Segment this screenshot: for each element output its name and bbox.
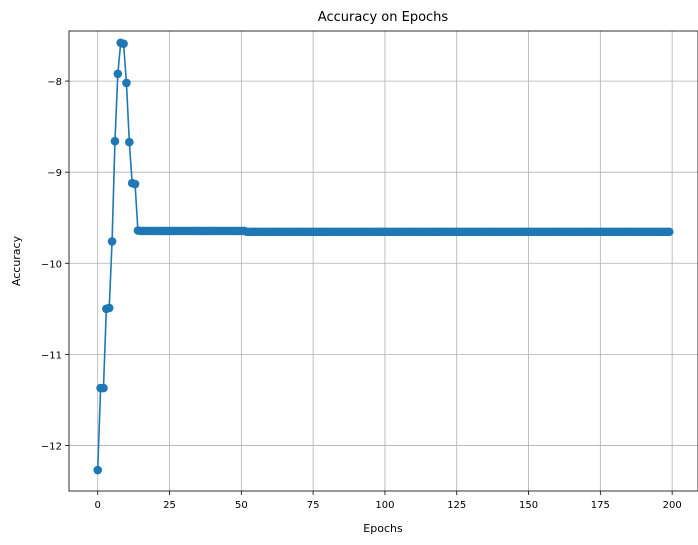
x-tick-label: 25 [163,500,176,511]
x-tick-label: 0 [95,500,101,511]
x-tick-label: 125 [447,500,466,511]
y-tick-label: −12 [41,441,62,452]
x-tick-label: 100 [375,500,394,511]
data-point-marker [113,69,123,79]
data-point-marker [107,237,117,246]
data-point-marker [93,465,103,475]
data-point-marker [110,136,120,146]
grid-layer [69,31,698,491]
x-axis-title: Epochs [363,522,403,535]
plot-frame [68,30,698,492]
data-point-marker [664,227,674,237]
y-tick-label: −11 [41,350,62,361]
data-point-marker [122,78,131,88]
x-tick-label: 50 [235,500,248,511]
y-tick-label: −10 [41,259,62,270]
y-tick-label: −8 [47,77,62,88]
x-tick-label: 75 [307,500,320,511]
y-axis-title: Accuracy [10,235,23,286]
chart-title: Accuracy on Epochs [318,10,449,25]
data-point-marker [99,383,108,393]
x-tick-label: 175 [591,500,610,511]
data-point-marker [119,39,128,49]
data-point-marker [104,303,114,313]
data-point-marker [125,137,134,147]
ticks-layer: 0 25 50 75 100 125 150 175 200 −12 −11 −10 −9 −8 [41,77,682,511]
x-tick-label: 150 [519,500,538,511]
y-tick-label: −9 [47,168,62,179]
x-tick-label: 200 [663,500,682,511]
data-point-marker [130,179,140,189]
series-layer [93,38,674,475]
